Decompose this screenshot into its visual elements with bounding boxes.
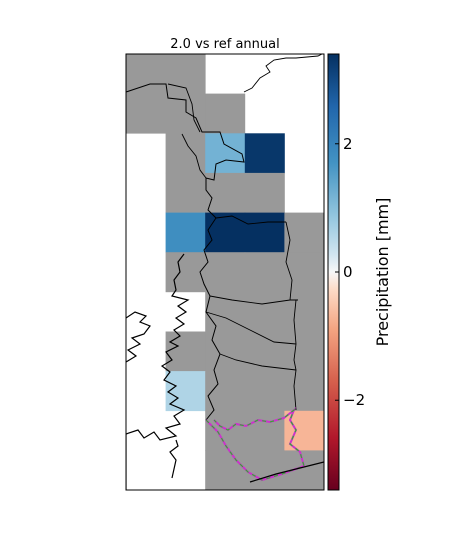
grid-cell	[244, 212, 285, 253]
grid-cell	[165, 331, 206, 372]
grid-cell	[244, 252, 285, 293]
grid-cell	[205, 371, 246, 412]
map-frame	[125, 53, 325, 491]
grid-cell	[126, 93, 166, 134]
colorbar: 2 0 −2 Precipitation [mm]	[327, 53, 392, 491]
border-line	[293, 299, 297, 411]
map-area	[126, 54, 324, 490]
grid-cell	[284, 331, 324, 372]
grid-cell	[244, 371, 285, 412]
grid-cell	[244, 291, 285, 332]
grid-cell	[205, 93, 246, 134]
grid-cells	[126, 54, 324, 490]
coastline	[249, 461, 324, 483]
grid-cell	[205, 133, 246, 174]
grid-cell	[244, 410, 285, 451]
grid-cell	[205, 212, 246, 253]
colorbar-ticks: 2 0 −2	[335, 135, 365, 409]
coastline	[243, 54, 323, 93]
grid-cell	[126, 54, 166, 94]
grid-cell	[244, 331, 285, 372]
colorbar-tick-label: 0	[343, 263, 353, 281]
grid-cell	[165, 212, 206, 253]
border-line	[167, 83, 298, 371]
grid-cell	[244, 133, 285, 174]
grid-cell	[205, 450, 246, 490]
grid-cell	[284, 252, 324, 293]
grid-cell	[284, 371, 324, 412]
grid-cell	[205, 331, 246, 372]
grid-cell	[165, 172, 206, 213]
map-title: 2.0 vs ref annual	[170, 37, 279, 52]
colorbar-tick-label: 2	[343, 135, 353, 153]
colorbar-label: Precipitation [mm]	[373, 198, 392, 347]
coastline	[126, 253, 190, 490]
grid-cell	[205, 291, 246, 332]
grid-cell	[165, 54, 206, 94]
grid-cell	[165, 252, 206, 293]
colorbar-tick-label: −2	[343, 391, 365, 409]
grid-cell	[205, 252, 246, 293]
grid-cell	[284, 291, 324, 332]
grid-cell	[244, 172, 285, 213]
grid-cell	[284, 212, 324, 253]
region-border	[205, 408, 305, 481]
border-line	[126, 83, 245, 421]
grid-cell	[244, 450, 285, 490]
